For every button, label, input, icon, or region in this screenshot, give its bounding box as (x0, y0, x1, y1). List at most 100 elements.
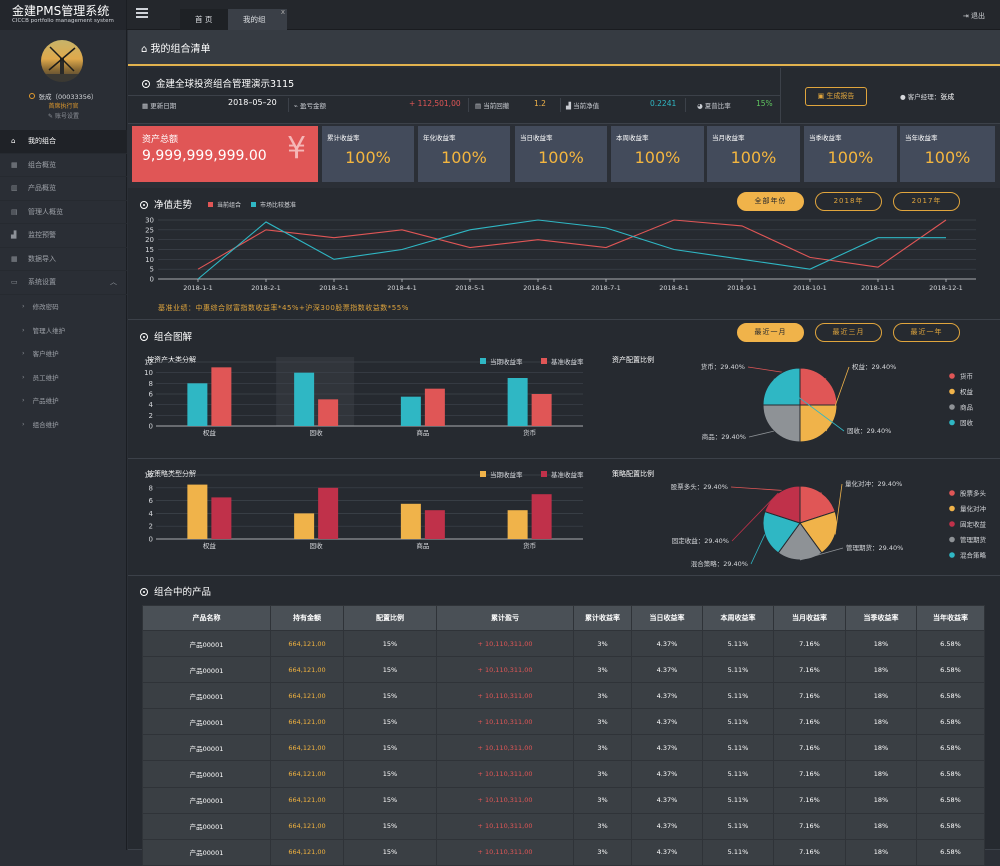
table-cell: 3% (573, 838, 632, 866)
label-line (730, 486, 822, 494)
legend-label: 股票多头 (960, 489, 987, 498)
nav-item-portfolio-overview[interactable]: ▦ 组合概览 (0, 154, 127, 177)
table-row[interactable]: 产品00001 664,121,00 15% + 10,110,311,00 3% 4.3… (142, 760, 985, 788)
user-icon: ● (900, 93, 908, 101)
products-table: 产品名称 持有金额 配置比例 累计盈亏 累计收益率 当日收益率 本周收益率 当月收益率 当季收益… (142, 605, 985, 866)
table-cell: 4.37% (631, 812, 703, 840)
generate-report-button[interactable]: ▣ 生成报告 (805, 87, 867, 106)
x-tick-label: 固收 (310, 541, 324, 550)
nav-sub-employee-maintenance[interactable]: › 员工维护 (22, 372, 59, 382)
tab-my-portfolio[interactable]: 我的组合x (228, 8, 287, 45)
table-row[interactable]: 产品00001 664,121,00 15% + 10,110,311,00 3% 4.3… (142, 629, 985, 658)
close-icon[interactable]: x (280, 8, 285, 16)
table-cell: 7.16% (773, 708, 846, 736)
table-cell: 15% (343, 812, 437, 840)
table-cell: 5.11% (702, 812, 774, 840)
column-header[interactable]: 当月收益率 (773, 605, 846, 631)
table-cell: 6.58% (916, 734, 985, 762)
logout-button[interactable]: ⇥ 退出 (962, 12, 985, 20)
chevron-right-icon: › (22, 396, 25, 405)
nav-item-manager-overview[interactable]: ▤ 管理人概览 (0, 201, 127, 224)
table-cell: 5.11% (702, 786, 774, 814)
asset-allocation-pie-chart: 货币：29.40% 权益：29.40% 商品：29.40% 固收：29.40% 货币权益… (701, 362, 974, 443)
y-tick-label: 2 (149, 523, 153, 531)
column-header[interactable]: 累计盈亏 (436, 605, 574, 631)
nav-sub-client-maintenance[interactable]: › 客户维护 (22, 349, 59, 359)
table-cell: 7.16% (773, 786, 846, 814)
table-row[interactable]: 产品00001 664,121,00 15% + 10,110,311,00 3% 4.3… (142, 838, 985, 866)
strategy-chart-title: 按策略类型分解 (147, 470, 196, 478)
table-row[interactable]: 产品00001 664,121,00 15% + 10,110,311,00 3% 4.3… (142, 682, 985, 710)
total-assets-value: 9,999,999,999.00 (142, 148, 267, 164)
table-row[interactable]: 产品00001 664,121,00 15% + 10,110,311,00 3% 4.3… (142, 708, 985, 736)
slice-label: 固定收益：29.40% (672, 536, 729, 545)
filter-last-month-button[interactable]: 最近一月 (737, 323, 804, 342)
table-cell: 产品00001 (142, 786, 271, 814)
nav-item-product-overview[interactable]: ▥ 产品概览 (0, 177, 127, 201)
y-tick-label: 8 (149, 484, 153, 492)
table-cell: + 10,110,311,00 (436, 786, 574, 814)
table-cell: + 10,110,311,00 (436, 760, 574, 788)
x-tick-label: 2018-10-1 (793, 284, 827, 292)
chevron-right-icon: › (22, 419, 25, 428)
nav-sub-change-password[interactable]: › 修改密码 (22, 302, 59, 312)
column-header[interactable]: 累计收益率 (573, 605, 632, 631)
legend-swatch (480, 358, 486, 364)
table-cell: 664,121,00 (270, 708, 344, 736)
series-line (197, 219, 947, 270)
bar (507, 378, 528, 426)
table-cell: 7.16% (773, 734, 846, 762)
bar (318, 399, 339, 426)
page-header: ⌂ 我的组合清单 (128, 30, 1000, 66)
manager-name: 张成 (940, 93, 955, 101)
filter-2018-button[interactable]: 2018年 (815, 192, 882, 211)
column-header[interactable]: 当日收益率 (631, 605, 703, 631)
table-cell: 3% (573, 629, 632, 658)
nav-item-system-settings[interactable]: ▭ 系统设置 ︿ (0, 271, 127, 295)
nav-item-my-portfolio[interactable]: ⌂ 我的组合 (0, 130, 127, 154)
table-cell: 6.58% (916, 812, 985, 840)
column-header[interactable]: 配置比例 (343, 605, 437, 631)
legend-swatch (480, 471, 486, 477)
table-row[interactable]: 产品00001 664,121,00 15% + 10,110,311,00 3% 4.3… (142, 786, 985, 814)
y-tick-label: 20 (145, 236, 154, 244)
table-cell: 664,121,00 (270, 812, 344, 840)
table-cell: 6.58% (916, 838, 985, 866)
legend-label: 基准收益率 (551, 470, 584, 479)
nav-item-monitoring[interactable]: ▟ 监控预警 (0, 224, 127, 248)
column-header[interactable]: 持有金额 (270, 605, 344, 631)
chevron-right-icon: › (22, 325, 25, 334)
user-name: 张成（00033356） (38, 93, 98, 101)
table-cell: 7.16% (773, 656, 846, 684)
kpi-card-annualized: 年化收益率 100% (418, 126, 510, 182)
table-cell: 664,121,00 (270, 838, 344, 866)
column-header[interactable]: 本周收益率 (702, 605, 774, 631)
column-header[interactable]: 当年收益率 (916, 605, 985, 631)
nav-item-data-import[interactable]: ▦ 数据导入 (0, 248, 127, 271)
filter-last-year-button[interactable]: 最近一年 (893, 323, 960, 342)
table-cell: 18% (845, 656, 917, 684)
label-line (748, 430, 774, 438)
bar (424, 510, 445, 539)
filter-last-3-months-button[interactable]: 最近三月 (815, 323, 882, 342)
table-row[interactable]: 产品00001 664,121,00 15% + 10,110,311,00 3% 4.3… (142, 656, 985, 684)
table-row[interactable]: 产品00001 664,121,00 15% + 10,110,311,00 3% 4.3… (142, 734, 985, 762)
filter-all-years-button[interactable]: 全部年份 (737, 192, 804, 211)
avatar[interactable] (41, 40, 83, 82)
legend-label: 当期收益率 (490, 470, 523, 479)
nav-sub-portfolio-maintenance[interactable]: › 组合维护 (22, 419, 59, 429)
nav-sub-product-maintenance[interactable]: › 产品维护 (22, 396, 59, 406)
table-row[interactable]: 产品00001 664,121,00 15% + 10,110,311,00 3% 4.3… (142, 812, 985, 840)
table-cell: 产品00001 (142, 708, 271, 736)
sharpe-value: 15% (756, 99, 773, 108)
account-settings-link[interactable]: ✎ 账号设置 (48, 113, 79, 120)
menu-toggle-icon[interactable] (136, 8, 148, 19)
y-tick-label: 4 (149, 510, 154, 518)
filter-2017-button[interactable]: 2017年 (893, 192, 960, 211)
y-tick-label: 5 (150, 266, 154, 274)
column-header[interactable]: 当季收益率 (845, 605, 917, 631)
nav-sub-manager-maintenance[interactable]: › 管理人维护 (22, 325, 66, 335)
kpi-card-yearly: 当年收益率 100% (900, 126, 995, 182)
bar (400, 396, 421, 426)
column-header[interactable]: 产品名称 (142, 605, 271, 631)
